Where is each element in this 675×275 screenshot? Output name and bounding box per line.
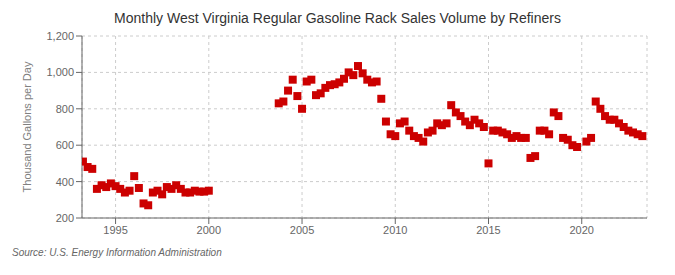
svg-text:2010: 2010 — [383, 224, 407, 236]
svg-text:Thousand Gallons per Day: Thousand Gallons per Day — [21, 61, 33, 192]
svg-text:1,200: 1,200 — [46, 30, 74, 42]
svg-text:2005: 2005 — [290, 224, 314, 236]
svg-text:1995: 1995 — [103, 224, 127, 236]
svg-text:400: 400 — [56, 176, 74, 188]
svg-text:800: 800 — [56, 103, 74, 115]
html-text:Monthly West Virginia Regular: Monthly West Virginia Regular Gasoline R… — [114, 10, 561, 26]
svg-text:200: 200 — [56, 212, 74, 224]
svg-text:2000: 2000 — [197, 224, 221, 236]
svg-text:2020: 2020 — [569, 224, 593, 236]
svg-text:600: 600 — [56, 139, 74, 151]
svg-text:1,000: 1,000 — [46, 66, 74, 78]
svg-text:2015: 2015 — [476, 224, 500, 236]
html-text:Source: U.S. Energy Informatio: Source: U.S. Energy Information Administ… — [12, 247, 222, 258]
